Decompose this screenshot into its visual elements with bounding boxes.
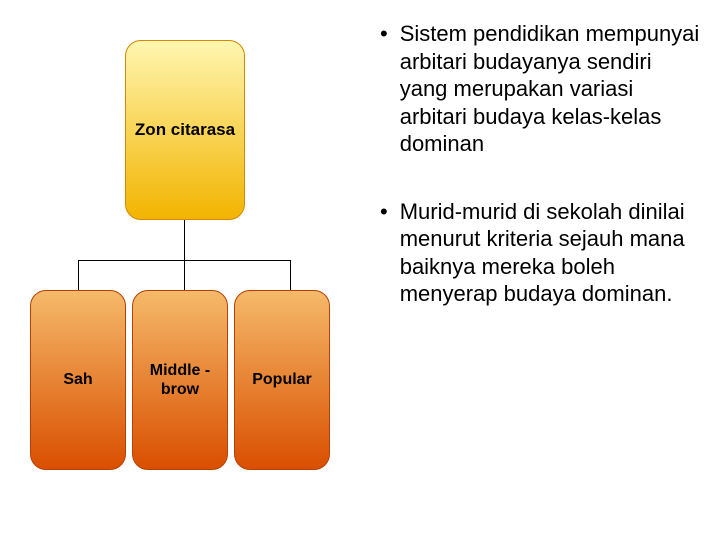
bullet-dot-icon: • (380, 20, 388, 158)
bullet-text: Murid-murid di sekolah dinilai menurut k… (400, 198, 700, 308)
child-node-popular: Popular (234, 290, 330, 470)
child-node-label: Middle -brow (133, 361, 227, 399)
root-node-label: Zon citarasa (135, 119, 235, 141)
child-node-middle-brow: Middle -brow (132, 290, 228, 470)
connector-drop-3 (290, 260, 291, 290)
bullet-item: • Murid-murid di sekolah dinilai menurut… (380, 198, 700, 308)
bullet-text: Sistem pendidikan mempunyai arbitari bud… (400, 20, 700, 158)
child-node-sah: Sah (30, 290, 126, 470)
root-node: Zon citarasa (125, 40, 245, 220)
child-node-label: Sah (63, 370, 92, 389)
child-node-label: Popular (252, 370, 312, 389)
bullet-dot-icon: • (380, 198, 388, 308)
text-panel: • Sistem pendidikan mempunyai arbitari b… (380, 20, 700, 348)
connector-drop-2 (184, 260, 185, 290)
child-row: Sah Middle -brow Popular (30, 290, 330, 470)
diagram-panel: Zon citarasa Sah Middle -brow Popular (30, 30, 340, 510)
connector-drop-1 (78, 260, 79, 290)
connector-root-stem (184, 220, 185, 260)
bullet-item: • Sistem pendidikan mempunyai arbitari b… (380, 20, 700, 158)
